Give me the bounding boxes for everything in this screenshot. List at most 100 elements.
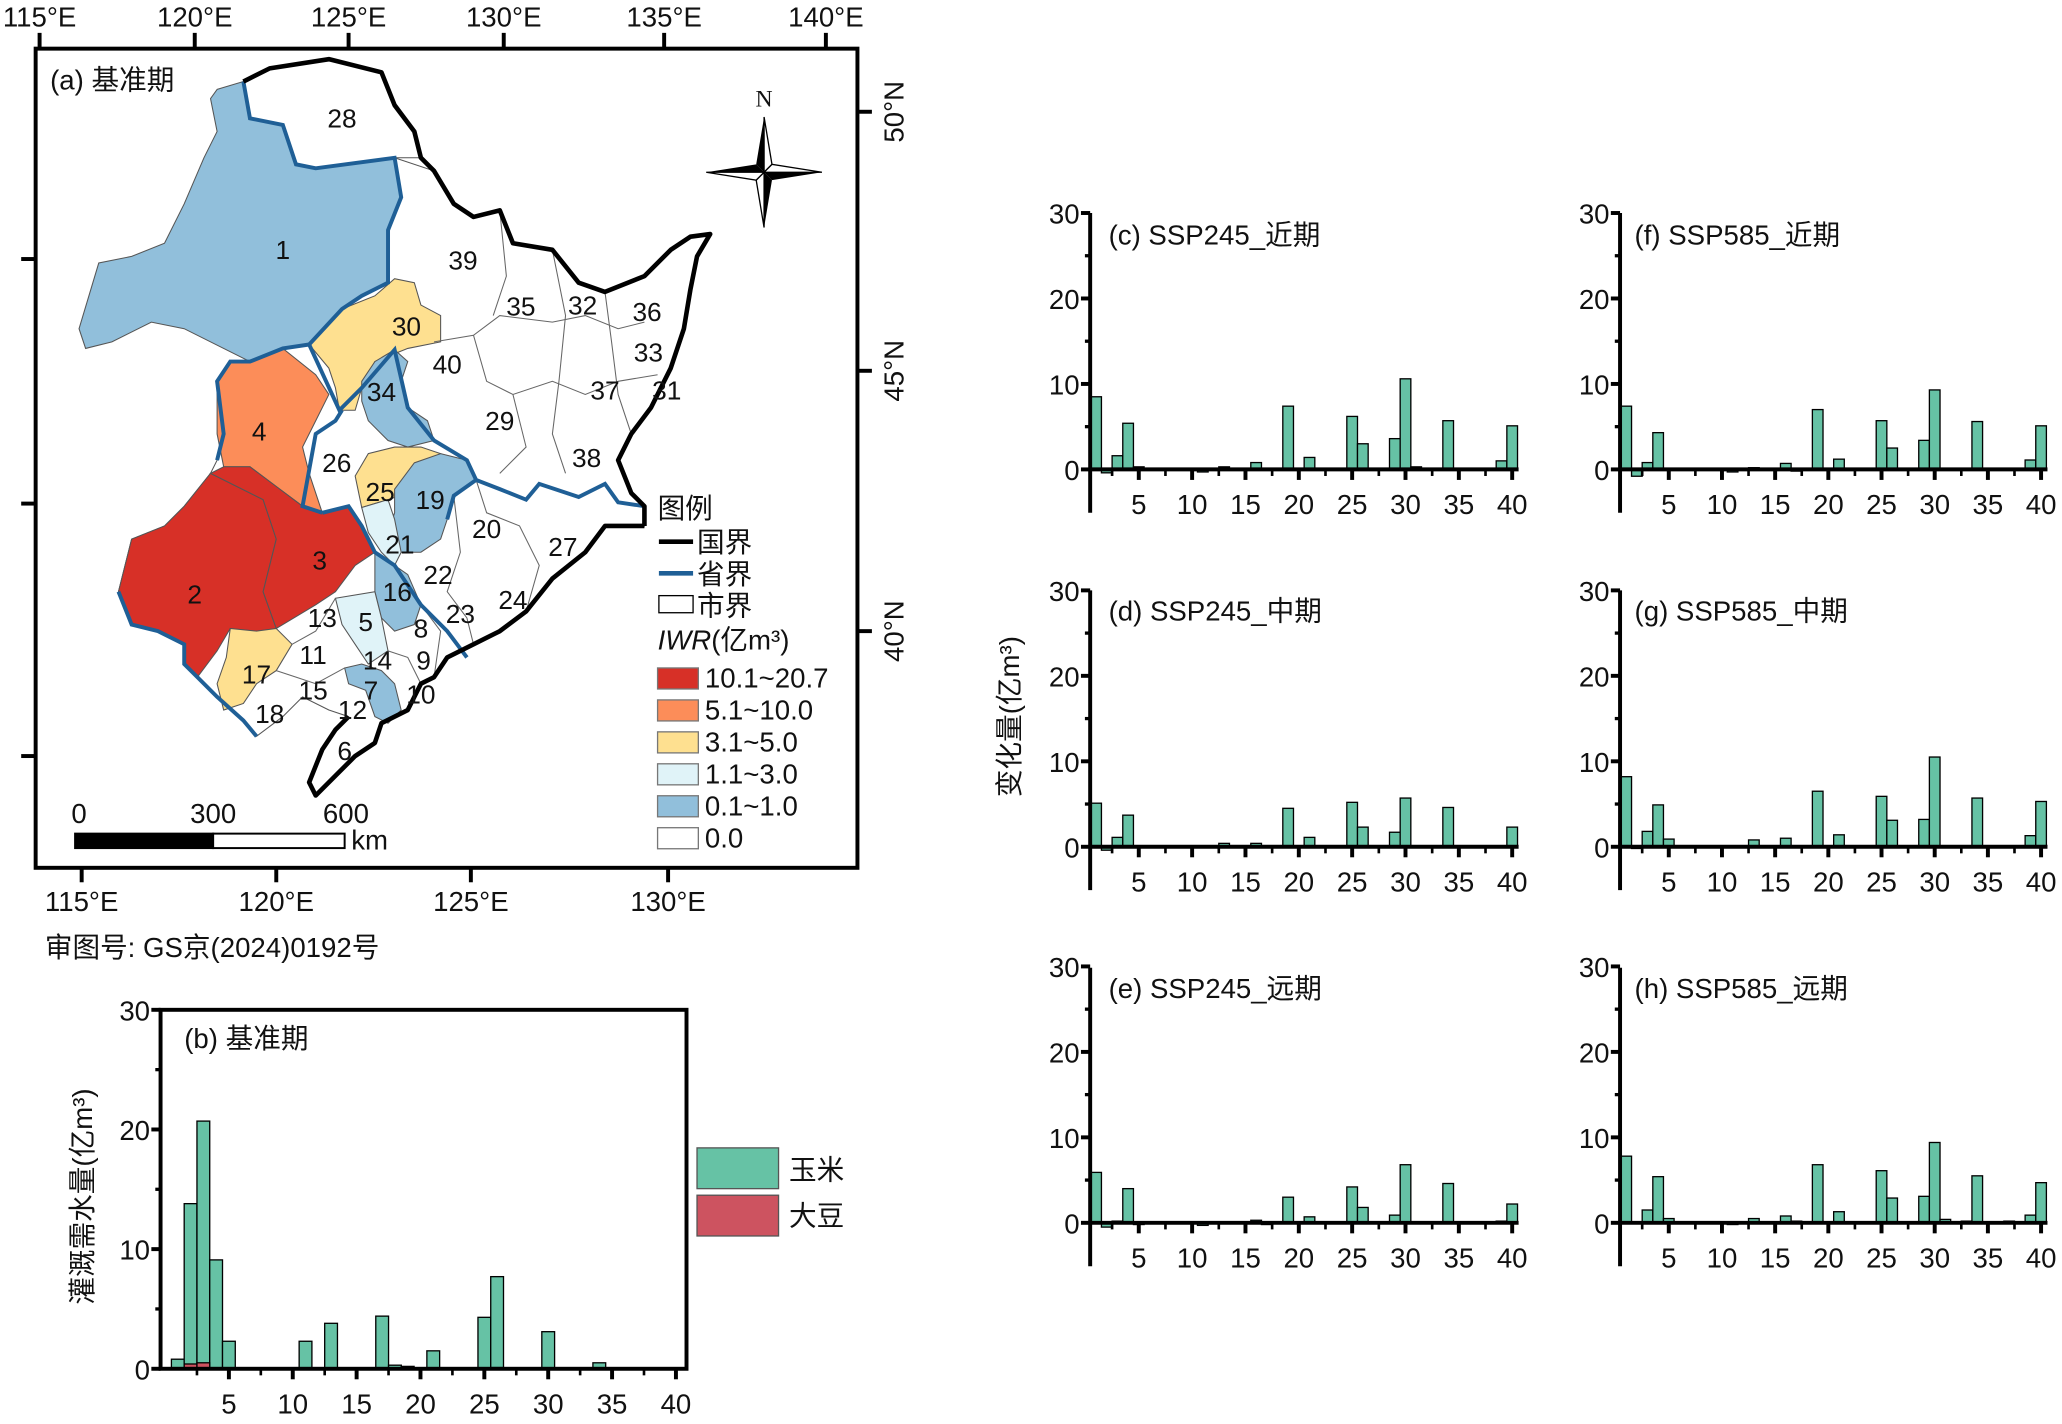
y-tick-label: 0: [1594, 832, 1609, 863]
chart-panel-d: 0 10 20 30 5 10 15 20 25 30 35 40 (d) SSP245_中期: [1049, 576, 1528, 898]
legend-class-label: 3.1~5.0: [705, 727, 798, 758]
region-label-10: 10: [406, 679, 435, 709]
city-boundaries: [276, 210, 658, 685]
region-label-33: 33: [634, 338, 663, 368]
bar-h-maize-40: [2035, 1181, 2048, 1224]
region-label-37: 37: [590, 376, 619, 406]
bar-g-maize-1: [1620, 776, 1633, 848]
y-tick-label: 10: [1579, 369, 1610, 400]
legend-class-swatch: [656, 763, 699, 786]
legend-maize-swatch: [696, 1147, 780, 1190]
bar-d-maize-34: [1442, 806, 1455, 848]
region-label-22: 22: [423, 560, 452, 590]
region-label-7: 7: [364, 676, 379, 706]
x-tick-label: 15: [341, 1388, 372, 1419]
x-tick-label: 10: [1707, 1243, 1738, 1274]
x-tick-label: 5: [221, 1388, 236, 1419]
x-tick-label: 15: [1760, 866, 1791, 897]
top-tick-label: 140°E: [788, 1, 864, 32]
legend-soybean-label: 大豆: [789, 1200, 844, 1231]
bar-f-maize-25: [1875, 420, 1888, 471]
region-label-16: 16: [383, 577, 412, 607]
right-tick-label: 50°N: [878, 81, 909, 143]
x-tick-label: 25: [1337, 1243, 1368, 1274]
panel-title: (f) SSP585_近期: [1635, 220, 1841, 251]
x-tick-label: 35: [1443, 489, 1474, 520]
chart-panel-c: 0 10 20 30 5 10 15 20 25 30 35 40 (c) SSP245_近期: [1049, 199, 1528, 521]
region-label-19: 19: [415, 485, 444, 515]
bar-g-maize-40: [2035, 800, 2048, 848]
legend-province-label: 省界: [697, 559, 752, 590]
x-tick-label: 25: [1866, 489, 1897, 520]
region-label-28: 28: [327, 104, 356, 134]
legend-classes: 10.1~20.75.1~10.03.1~5.01.1~3.00.1~1.00.…: [656, 663, 829, 853]
y-tick-label: 20: [1579, 661, 1610, 692]
x-tick-label: 35: [1973, 866, 2004, 897]
bar-b-maize-21: [426, 1350, 441, 1370]
region-label-13: 13: [308, 603, 337, 633]
x-tick-label: 40: [661, 1388, 692, 1419]
map-legend: 图例 国界 省界 市界 IWR(亿m³) 10.1~20.75.1~10.03.…: [656, 493, 829, 853]
x-tick-label: 15: [1760, 1243, 1791, 1274]
legend-class-swatch: [656, 731, 699, 754]
bar-f-maize-30: [1928, 389, 1941, 471]
y-tick-label: 30: [1049, 199, 1080, 230]
bar-b-maize-4: [209, 1259, 224, 1370]
panel-title: (c) SSP245_近期: [1109, 220, 1321, 251]
x-tick-label: 30: [1919, 1243, 1950, 1274]
x-tick-label: 40: [1497, 489, 1528, 520]
bar-c-maize-25: [1346, 415, 1359, 471]
region-label-6: 6: [337, 736, 352, 766]
x-tick-label: 35: [1973, 489, 2004, 520]
x-tick-label: 25: [1866, 866, 1897, 897]
x-tick-label: 15: [1230, 1243, 1261, 1274]
x-tick-label: 10: [1707, 866, 1738, 897]
scale-label-300: 300: [190, 798, 236, 829]
map-approval-caption: 审图号: GS京(2024)0192号: [45, 932, 380, 963]
bar-c-maize-19: [1282, 405, 1295, 471]
bar-d-maize-4: [1122, 814, 1135, 848]
bottom-tick-label: 125°E: [433, 886, 509, 917]
region-label-21: 21: [385, 530, 414, 560]
change-ylabel: 变化量(亿m³): [994, 636, 1025, 797]
x-tick-label: 35: [597, 1388, 628, 1419]
x-tick-label: 10: [277, 1388, 308, 1419]
top-tick-label: 125°E: [311, 1, 387, 32]
scale-label-0: 0: [71, 798, 86, 829]
bar-f-maize-26: [1886, 447, 1899, 471]
bar-g-maize-29: [1918, 818, 1931, 848]
national-boundary: [242, 56, 713, 798]
region-label-24: 24: [498, 585, 527, 615]
region-label-18: 18: [255, 699, 284, 729]
region-label-30: 30: [392, 311, 421, 341]
region-label-40: 40: [433, 349, 462, 379]
x-tick-label: 10: [1707, 489, 1738, 520]
bar-f-maize-40: [2035, 425, 2048, 471]
x-tick-label: 30: [1919, 866, 1950, 897]
y-tick-label: 10: [1049, 369, 1080, 400]
region-label-27: 27: [548, 532, 577, 562]
bar-c-maize-4: [1122, 422, 1135, 471]
top-tick-label: 130°E: [466, 1, 542, 32]
bar-h-maize-1: [1620, 1155, 1633, 1224]
x-tick-label: 5: [1661, 489, 1676, 520]
y-tick-label: 20: [1049, 284, 1080, 315]
bar-c-maize-34: [1442, 420, 1455, 471]
region-label-1: 1: [276, 235, 291, 265]
x-tick-label: 5: [1661, 866, 1676, 897]
y-tick-label: 10: [1049, 1123, 1080, 1154]
bar-g-maize-3: [1641, 830, 1654, 848]
y-tick-label: 10: [1579, 747, 1610, 778]
y-tick-label: 0: [1594, 455, 1609, 486]
region-label-29: 29: [485, 406, 514, 436]
y-tick-label: 0: [1064, 832, 1079, 863]
region-21: [361, 498, 402, 567]
region-label-38: 38: [572, 443, 601, 473]
y-tick-label: 30: [1579, 576, 1610, 607]
bar-b-maize-30: [541, 1331, 556, 1370]
chart-panel-g: 0 10 20 30 5 10 15 20 25 30 35 40 (g) SSP585_中期: [1579, 576, 2057, 898]
region-label-23: 23: [446, 599, 475, 629]
x-tick-label: 30: [1919, 489, 1950, 520]
bar-f-maize-1: [1620, 405, 1633, 471]
